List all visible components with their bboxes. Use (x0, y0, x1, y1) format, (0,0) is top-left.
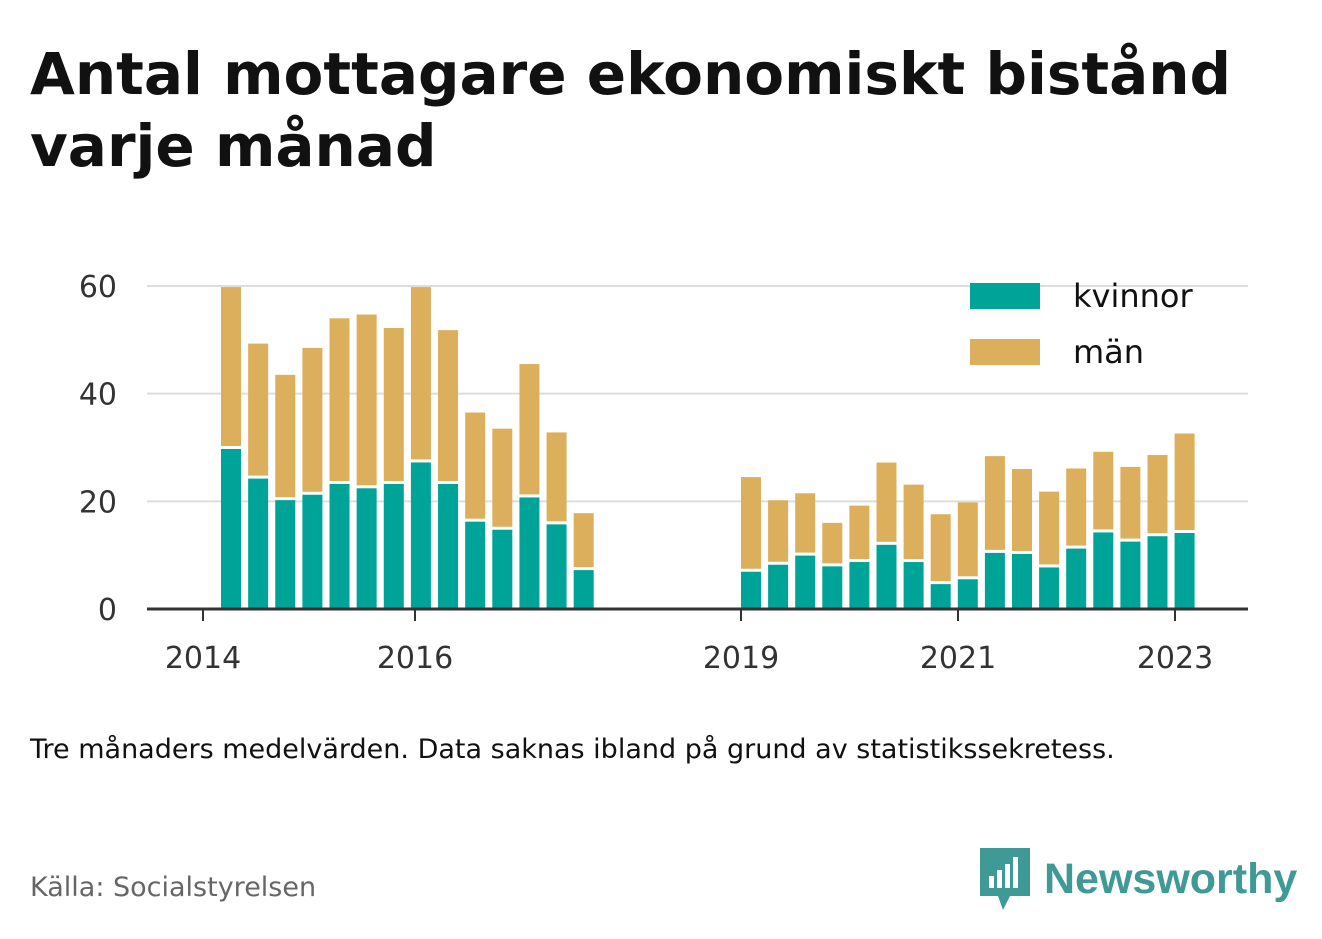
chart-title: Antal mottagare ekonomiskt bistånd varje… (30, 40, 1232, 180)
x-tick-label: 2016 (377, 641, 453, 676)
bar-kvinnor (519, 497, 540, 609)
newsworthy-logo-icon (980, 848, 1030, 910)
newsworthy-logo-text: Newsworthy (1044, 854, 1298, 903)
bar-man (573, 513, 594, 568)
y-tick-label: 20 (79, 485, 117, 520)
bar-man (849, 505, 870, 560)
bar-man (275, 374, 296, 498)
y-tick-label: 60 (79, 270, 117, 305)
bar-kvinnor (768, 564, 789, 609)
bar-man (410, 287, 431, 460)
bar-man (1066, 468, 1087, 546)
stacked-bar-chart: 0 20 40 60 2014 2016 2019 2021 2023 kvinnor män (79, 270, 1248, 676)
bar-kvinnor (984, 552, 1005, 609)
bar-kvinnor (248, 478, 269, 609)
bar-man (930, 514, 951, 582)
chart-note: Tre månaders medelvärden. Data saknas ib… (30, 734, 1115, 765)
legend-swatch (970, 283, 1040, 309)
bar-man (795, 493, 816, 553)
bar-man (465, 412, 486, 519)
bar-kvinnor (822, 566, 843, 609)
bar-kvinnor (957, 579, 978, 609)
bar-kvinnor (221, 449, 241, 609)
bar-kvinnor (465, 521, 486, 609)
bar-man (903, 484, 924, 560)
bar-man (383, 327, 404, 481)
bar-man (221, 287, 241, 446)
bar-man (984, 456, 1005, 550)
legend-swatch (970, 339, 1040, 365)
bar-man (248, 343, 269, 476)
bar-man (876, 462, 897, 542)
bar-kvinnor (1174, 532, 1195, 609)
bar-kvinnor (383, 483, 404, 609)
bar-man (1039, 491, 1060, 565)
bar-kvinnor (741, 571, 761, 609)
bar-kvinnor (546, 524, 567, 609)
bar-kvinnor (356, 488, 377, 609)
bar-man (356, 314, 377, 486)
bar-kvinnor (930, 584, 951, 609)
bar-kvinnor (1066, 548, 1087, 609)
x-tick-label: 2019 (703, 641, 779, 676)
bar-kvinnor (1147, 536, 1168, 609)
bar-kvinnor (1120, 541, 1141, 609)
bar-man (1093, 451, 1114, 530)
bar-kvinnor (876, 544, 897, 609)
legend-label: kvinnor (1073, 277, 1194, 315)
bar-man (492, 428, 513, 527)
bar-kvinnor (492, 529, 513, 609)
bar-man (1174, 433, 1195, 530)
newsworthy-logo: Newsworthy (980, 848, 1297, 910)
legend-label: män (1073, 333, 1144, 371)
bar-man (546, 432, 567, 522)
bar-kvinnor (903, 562, 924, 609)
bar-man (438, 330, 459, 481)
bar-kvinnor (1012, 553, 1032, 609)
bar-man (302, 347, 323, 492)
bar-man (957, 502, 978, 577)
bar-man (329, 318, 350, 481)
bar-kvinnor (302, 494, 323, 609)
source-credit: Källa: Socialstyrelsen (30, 872, 317, 903)
bar-kvinnor (1039, 567, 1060, 609)
y-tick-label: 40 (79, 378, 117, 413)
bar-kvinnor (275, 500, 296, 609)
bar-man (768, 500, 789, 562)
bar-kvinnor (1093, 532, 1114, 609)
x-tick-label: 2023 (1137, 641, 1213, 676)
bar-kvinnor (795, 555, 816, 609)
bar-man (519, 364, 540, 495)
x-tick-label: 2014 (165, 641, 241, 676)
bar-kvinnor (438, 483, 459, 609)
bar-kvinnor (573, 570, 594, 609)
bar-kvinnor (849, 562, 870, 609)
bar-kvinnor (410, 462, 431, 609)
bar-man (1012, 469, 1032, 551)
x-tick-label: 2021 (920, 641, 996, 676)
bar-kvinnor (329, 483, 350, 609)
bar-man (741, 477, 761, 569)
bar-man (1147, 455, 1168, 534)
bar-man (822, 522, 843, 564)
y-tick-label: 0 (98, 593, 117, 628)
bar-man (1120, 466, 1141, 539)
